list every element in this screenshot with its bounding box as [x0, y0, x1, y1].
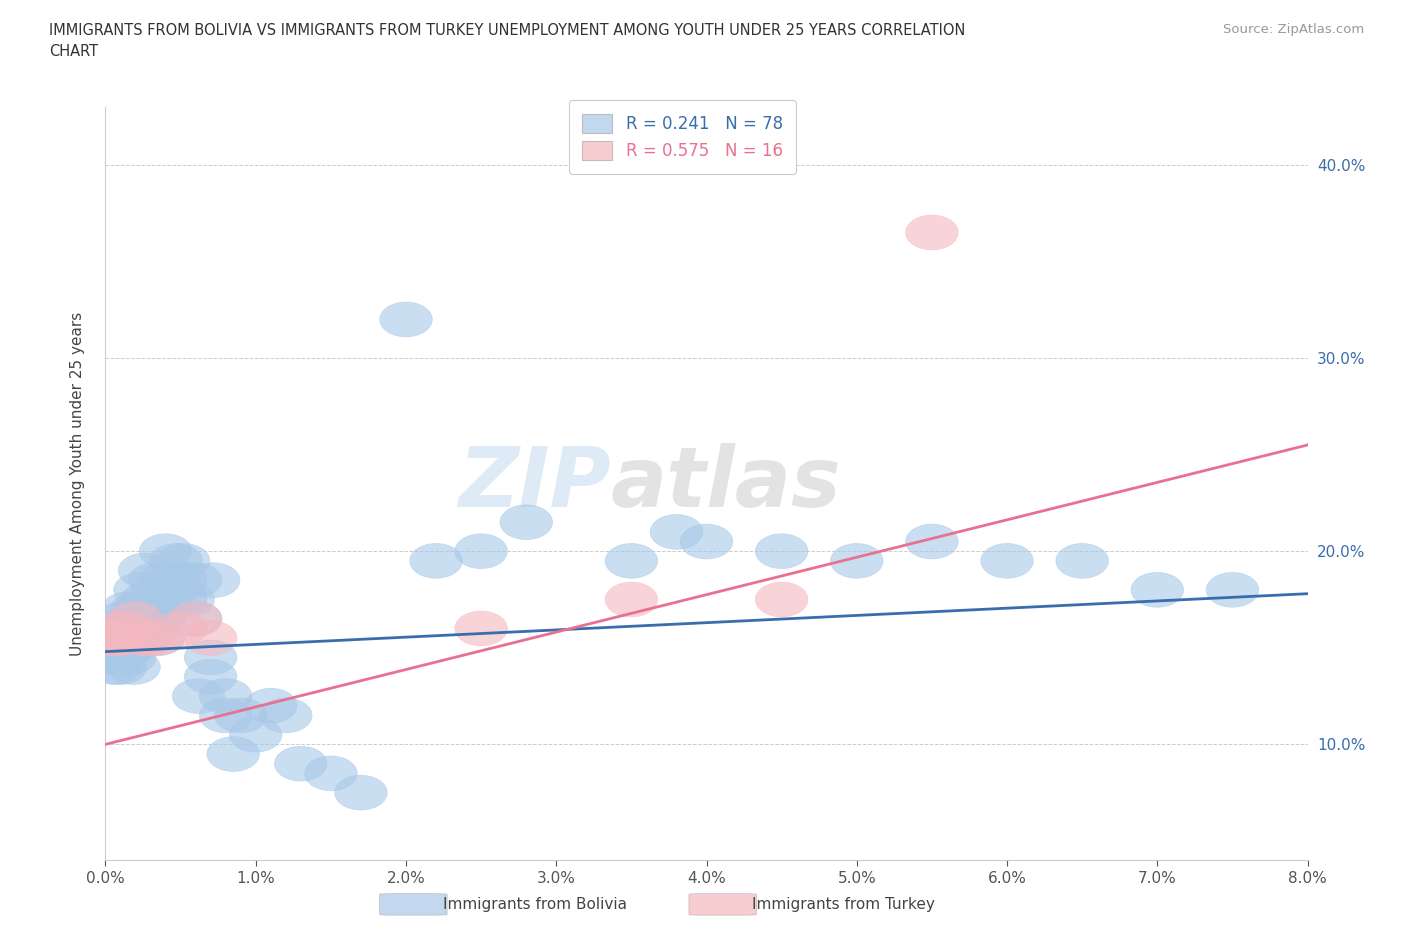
Text: Immigrants from Turkey: Immigrants from Turkey: [752, 897, 935, 912]
Text: IMMIGRANTS FROM BOLIVIA VS IMMIGRANTS FROM TURKEY UNEMPLOYMENT AMONG YOUTH UNDER: IMMIGRANTS FROM BOLIVIA VS IMMIGRANTS FR…: [49, 23, 966, 38]
Text: ZIP: ZIP: [458, 443, 610, 525]
FancyBboxPatch shape: [689, 894, 756, 915]
Y-axis label: Unemployment Among Youth under 25 years: Unemployment Among Youth under 25 years: [70, 312, 84, 656]
FancyBboxPatch shape: [380, 894, 447, 915]
Text: atlas: atlas: [610, 443, 841, 525]
Text: Source: ZipAtlas.com: Source: ZipAtlas.com: [1223, 23, 1364, 36]
Legend: R = 0.241   N = 78, R = 0.575   N = 16: R = 0.241 N = 78, R = 0.575 N = 16: [569, 100, 796, 174]
Text: CHART: CHART: [49, 44, 98, 59]
Text: Immigrants from Bolivia: Immigrants from Bolivia: [443, 897, 627, 912]
